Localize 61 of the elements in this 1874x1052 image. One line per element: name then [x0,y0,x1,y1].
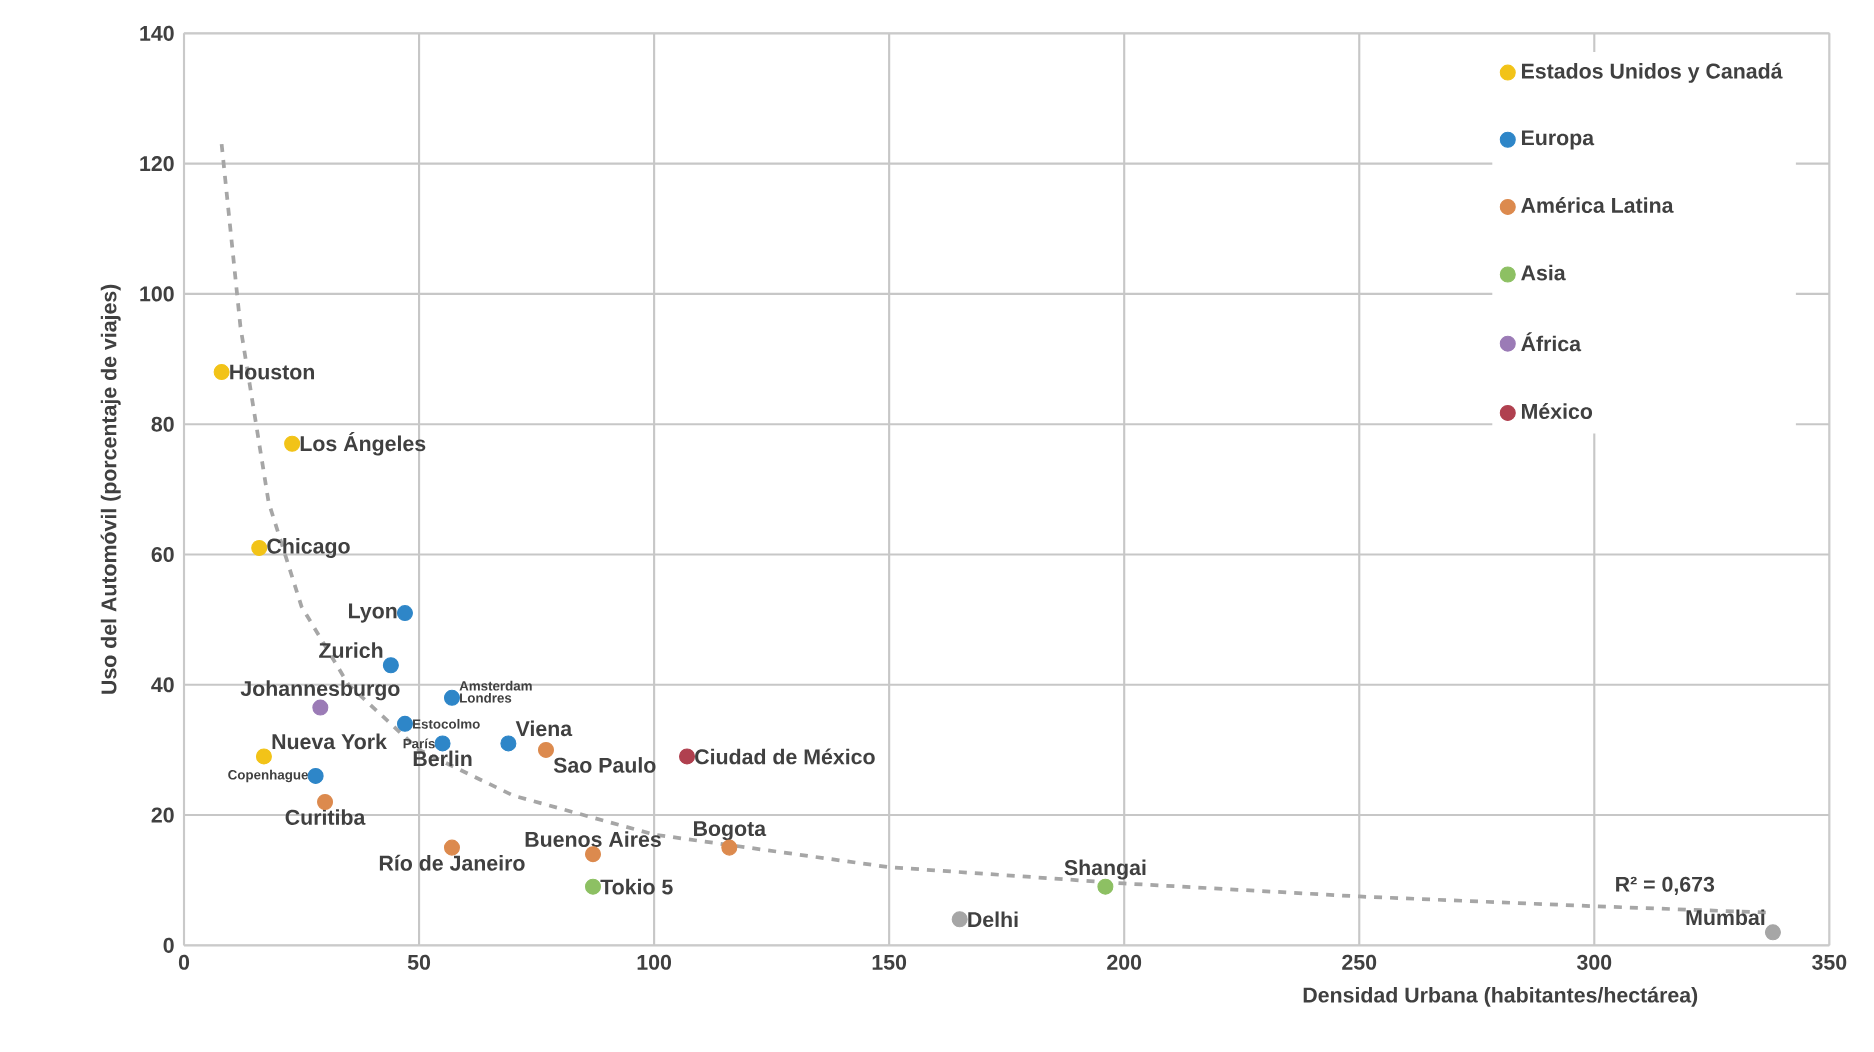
point [951,911,968,928]
point [213,364,230,381]
x-axis-title: Densidad Urbana (habitantes/hectárea) [1303,986,1698,1007]
annotation: Lyon [349,603,397,623]
x-tick-label: 50 [407,954,431,970]
annotation: Sao Paulo [553,757,656,773]
x-tick-label: 150 [872,954,907,970]
point [537,741,554,758]
annotation: Buenos Aires [525,831,661,847]
legend-label: México [1521,403,1593,419]
point [307,767,324,784]
point [679,748,696,765]
x-tick-label: 300 [1577,954,1612,970]
legend-label: Asia [1521,264,1566,281]
annotation: Chicago [267,537,350,558]
point [500,735,517,752]
point [443,839,460,856]
x-tick-label: 0 [178,954,190,970]
legend-label: Estados Unidos y Canadá [1521,62,1783,83]
point [396,715,413,732]
annotation: Nueva York [272,733,387,750]
annotation: Zurich [319,642,383,659]
point [584,878,601,895]
y-tick-label: 120 [140,156,174,172]
x-tick-label: 100 [637,954,672,970]
annotation: Curitiba [285,809,366,825]
legend-label: América Latina [1521,197,1674,213]
point [251,539,268,556]
annotation: Los Ángeles [300,432,426,456]
annotation: Ciudad de México [695,748,875,765]
y-tick-label: 140 [140,25,174,41]
point [584,846,601,863]
x-tick-label: 350 [1812,954,1847,970]
annotation: Shangai [1064,859,1146,880]
annotation: Tokio 5 [600,878,673,895]
annotation: Bogota [694,821,767,841]
annotation: Johannesburgo [240,680,400,701]
point [382,657,399,674]
annotation: Mumbai [1686,909,1765,926]
point [443,689,460,706]
point [1764,924,1781,941]
point [284,435,301,452]
annotation: Río de Janeiro [379,854,525,871]
y-tick-label: 40 [151,677,174,693]
legend-label: África [1521,332,1582,352]
point [396,605,413,622]
annotation: Berlin [413,750,472,767]
y-axis-title: Uso del Automóvil (porcentaje de viajes) [100,284,121,694]
x-tick-label: 200 [1107,954,1142,970]
y-tick-label: 80 [151,416,174,432]
y-tick-label: 20 [151,807,174,823]
annotation: Houston [230,364,314,380]
annotation: Viena [515,720,573,737]
y-tick-label: 100 [140,286,174,302]
y-tick-label: 0 [163,937,174,953]
annotation: R² = 0,673 [1616,876,1715,895]
y-tick-label: 60 [151,546,174,563]
x-tick-label: 250 [1342,954,1377,970]
legend-label: Europa [1521,130,1595,150]
annotation: Delhi [968,911,1018,928]
point [255,748,272,765]
